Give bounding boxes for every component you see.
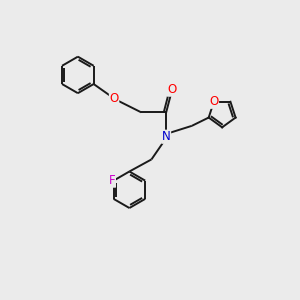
Text: O: O — [209, 95, 218, 108]
Text: F: F — [109, 174, 116, 187]
Text: N: N — [162, 130, 171, 143]
Text: O: O — [167, 83, 177, 96]
Text: O: O — [110, 92, 119, 105]
